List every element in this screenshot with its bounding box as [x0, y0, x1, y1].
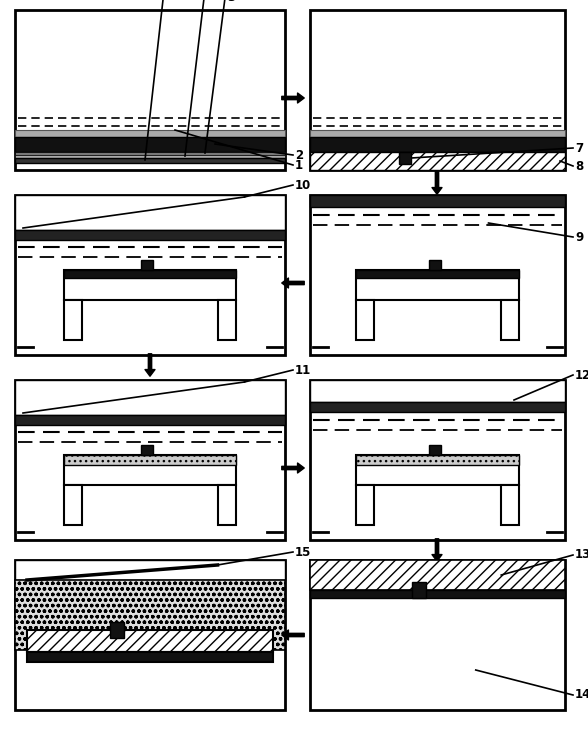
- Bar: [64, 270, 236, 278]
- Bar: [15, 580, 285, 650]
- Bar: [310, 560, 565, 590]
- Bar: [15, 10, 285, 170]
- Text: 3: 3: [227, 0, 235, 4]
- Text: 14: 14: [575, 688, 588, 701]
- Bar: [15, 560, 285, 580]
- Bar: [15, 195, 285, 355]
- Bar: [356, 300, 374, 340]
- Text: 2: 2: [295, 149, 303, 162]
- Text: 7: 7: [575, 141, 583, 155]
- Bar: [15, 380, 285, 415]
- Text: 1: 1: [295, 158, 303, 171]
- Bar: [27, 652, 273, 662]
- Bar: [356, 485, 374, 525]
- Bar: [15, 230, 285, 240]
- Bar: [64, 455, 236, 485]
- Bar: [15, 155, 285, 158]
- Bar: [218, 485, 236, 525]
- Bar: [15, 158, 285, 163]
- Bar: [64, 300, 82, 340]
- Bar: [15, 415, 285, 425]
- Bar: [412, 582, 426, 598]
- Bar: [141, 260, 153, 270]
- Bar: [15, 137, 285, 152]
- Bar: [310, 380, 565, 540]
- Text: 12: 12: [575, 368, 588, 381]
- Bar: [429, 260, 442, 270]
- Bar: [109, 622, 123, 638]
- Bar: [356, 455, 519, 485]
- Bar: [15, 152, 285, 155]
- Bar: [310, 560, 565, 710]
- Bar: [218, 300, 236, 340]
- Bar: [501, 300, 519, 340]
- Bar: [15, 380, 285, 540]
- Text: 13: 13: [575, 548, 588, 561]
- Bar: [399, 152, 411, 164]
- Bar: [310, 195, 565, 355]
- Bar: [310, 137, 565, 152]
- Bar: [141, 445, 153, 455]
- Bar: [310, 130, 565, 137]
- Bar: [429, 445, 442, 455]
- Bar: [501, 485, 519, 525]
- Text: 9: 9: [575, 230, 583, 243]
- Bar: [356, 270, 519, 300]
- Bar: [15, 195, 285, 230]
- Bar: [356, 455, 519, 465]
- Bar: [310, 195, 565, 207]
- Bar: [27, 630, 273, 652]
- Bar: [310, 380, 565, 402]
- Bar: [64, 485, 82, 525]
- Text: 11: 11: [295, 364, 311, 376]
- Bar: [356, 270, 519, 278]
- Text: 8: 8: [575, 160, 583, 173]
- Bar: [310, 152, 565, 170]
- Bar: [64, 455, 236, 465]
- Bar: [15, 560, 285, 710]
- Bar: [310, 590, 565, 598]
- Bar: [310, 402, 565, 412]
- Bar: [15, 130, 285, 137]
- Bar: [310, 10, 565, 170]
- Text: 15: 15: [295, 545, 312, 558]
- Bar: [64, 270, 236, 300]
- Text: 10: 10: [295, 179, 311, 192]
